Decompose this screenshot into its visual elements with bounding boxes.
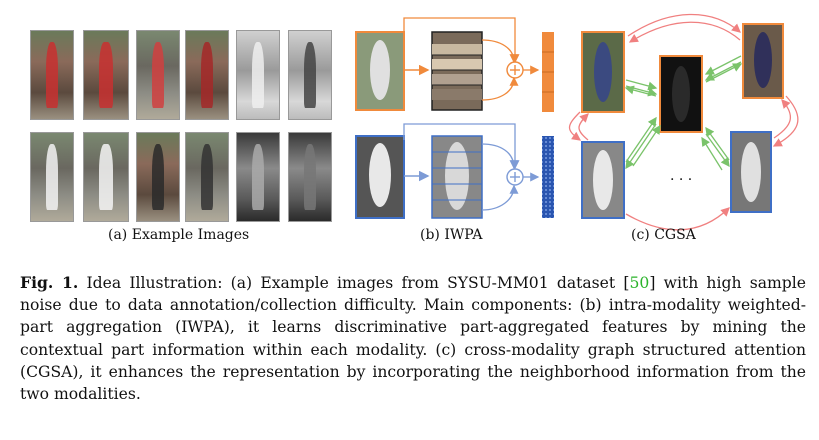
iwpa-infrared-feature [542, 136, 554, 218]
iwpa-infrared-parts [431, 135, 483, 219]
method-diagram [355, 13, 799, 231]
example-image-row2-3 [136, 132, 180, 222]
figure-caption: Fig. 1. Idea Illustration: (a) Example i… [20, 272, 806, 405]
example-image-visible-5 [236, 30, 280, 120]
example-image-visible-4 [185, 30, 229, 120]
iwpa-visible-branch [355, 17, 554, 112]
example-image-visible-1 [30, 30, 74, 120]
iwpa-visible-parts [431, 31, 483, 111]
example-image-row2-5 [236, 132, 280, 222]
figure-number: Fig. 1. [20, 273, 79, 292]
example-image-row2-1 [30, 132, 74, 222]
figure: (a) Example Images [30, 13, 799, 243]
caption-text-2: ] with high sample noise due to data ann… [20, 274, 806, 404]
citation-link[interactable]: 50 [629, 274, 650, 292]
example-image-visible-6 [288, 30, 332, 120]
cgsa-ellipsis: . . . [670, 168, 693, 184]
iwpa-infrared-branch [355, 123, 554, 219]
example-image-visible-3 [136, 30, 180, 120]
example-image-row2-4 [185, 132, 229, 222]
subcaption-c: (c) CGSA [631, 227, 696, 243]
cgsa-graph [568, 13, 799, 231]
caption-text-1: Idea Illustration: (a) Example images fr… [78, 274, 630, 292]
subcaption-b: (b) IWPA [420, 227, 483, 243]
example-image-visible-2 [83, 30, 129, 120]
example-image-row2-6 [288, 132, 332, 222]
subcaption-a: (a) Example Images [108, 227, 250, 243]
example-image-row2-2 [83, 132, 129, 222]
